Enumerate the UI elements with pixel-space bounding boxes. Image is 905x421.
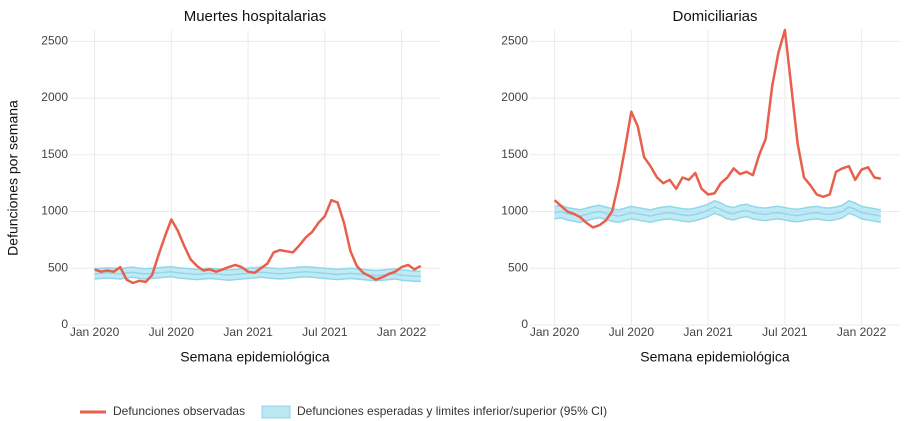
ci-upper-line: [554, 200, 881, 211]
ci-band: [554, 200, 881, 223]
x-tick-label: Jan 2020: [530, 325, 580, 339]
y-tick-label: 0: [521, 317, 528, 331]
legend-swatch-expected: [261, 405, 291, 419]
y-tick-label: 2000: [41, 90, 68, 104]
y-axis-label: Defunciones por semana: [5, 100, 21, 256]
y-tick-label: 500: [48, 260, 68, 274]
observed-line: [94, 198, 422, 285]
x-tick-label: Jan 2020: [70, 325, 120, 339]
y-tick-label: 2000: [501, 90, 528, 104]
y-tick-label: 2500: [41, 34, 68, 48]
x-tick-label: Jul 2020: [149, 325, 195, 339]
legend-label: Defunciones observadas: [113, 404, 245, 418]
ci-upper-line: [94, 265, 421, 272]
panel-title: Muertes hospitalarias: [184, 8, 327, 25]
panel-title: Domiciliarias: [672, 8, 757, 25]
y-tick-label: 1000: [41, 204, 68, 218]
y-tick-label: 500: [508, 260, 528, 274]
ci-band: [94, 266, 421, 282]
x-tick-label: Jan 2021: [223, 325, 273, 339]
x-axis-label: Semana epidemiológica: [180, 349, 330, 365]
y-tick-label: 2500: [501, 34, 528, 48]
ci-lower-line: [554, 212, 881, 224]
y-tick-label: 1500: [501, 147, 528, 161]
x-axis-label: Semana epidemiológica: [640, 349, 790, 365]
observed-line: [553, 28, 882, 229]
x-tick-label: Jul 2021: [302, 325, 348, 339]
legend-label: Defunciones esperadas y limites inferior…: [297, 404, 607, 418]
y-tick-label: 1500: [41, 147, 68, 161]
x-tick-label: Jan 2022: [377, 325, 427, 339]
y-tick-label: 0: [61, 317, 68, 331]
x-tick-label: Jul 2020: [609, 325, 655, 339]
x-tick-label: Jan 2021: [683, 325, 733, 339]
x-tick-label: Jul 2021: [762, 325, 808, 339]
x-tick-label: Jan 2022: [837, 325, 887, 339]
y-tick-label: 1000: [501, 204, 528, 218]
